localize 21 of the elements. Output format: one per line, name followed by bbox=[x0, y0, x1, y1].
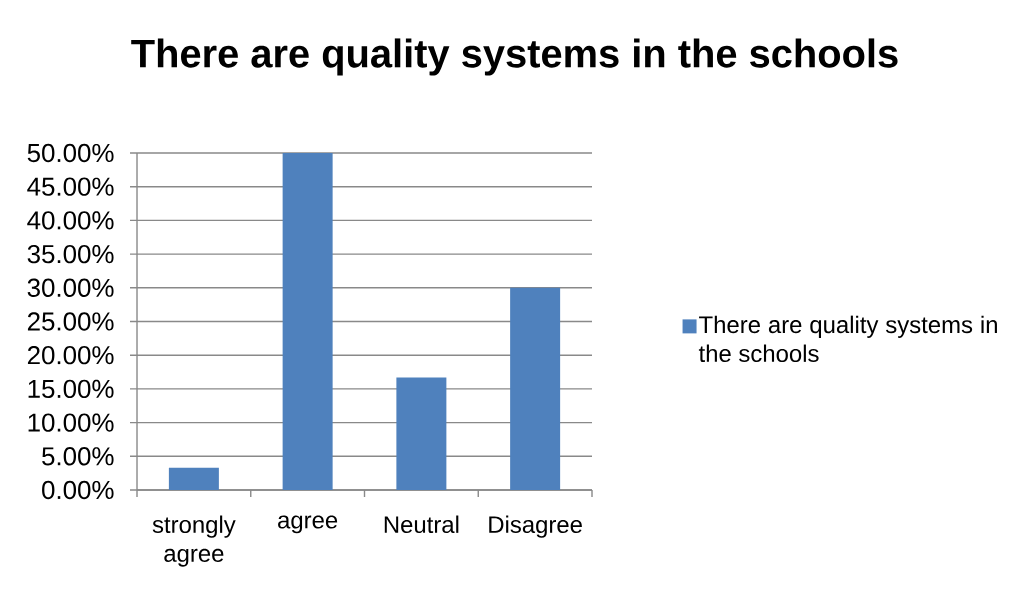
y-tick-label: 30.00% bbox=[27, 278, 114, 297]
y-tick-label: 50.00% bbox=[27, 143, 114, 163]
legend-label: There are quality systems in the schools bbox=[698, 315, 997, 363]
bar bbox=[282, 152, 333, 490]
y-tick-label: 15.00% bbox=[28, 379, 114, 399]
bar bbox=[168, 467, 219, 490]
y-tick-label: 20.00% bbox=[27, 346, 114, 365]
y-tick-label: 5.00% bbox=[42, 447, 114, 466]
y-tick-label: 0.00% bbox=[42, 480, 114, 500]
bar bbox=[396, 377, 447, 490]
x-tick-label: agree bbox=[278, 515, 338, 534]
x-tick-label: Neutral bbox=[384, 515, 459, 534]
y-tick-label: 40.00% bbox=[27, 211, 114, 230]
bar bbox=[510, 287, 561, 490]
y-tick-label: 35.00% bbox=[27, 244, 114, 264]
x-tick-label: strongly agree bbox=[152, 515, 236, 567]
y-tick-label: 45.00% bbox=[27, 177, 114, 196]
y-tick-label: 25.00% bbox=[27, 312, 114, 331]
x-tick-label: Disagree bbox=[489, 515, 582, 538]
y-tick-label: 10.00% bbox=[28, 413, 114, 432]
chart-title: There are quality systems in the schools bbox=[131, 38, 898, 76]
